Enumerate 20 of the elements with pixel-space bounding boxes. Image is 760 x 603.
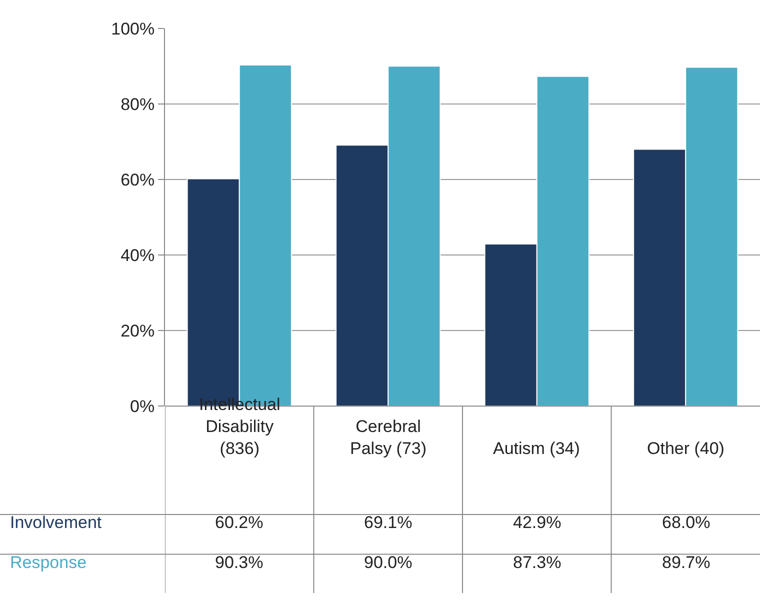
data-label: 68.0% — [662, 513, 710, 532]
x-tick-label: Autism (34) — [493, 439, 580, 458]
text: Response — [10, 553, 87, 572]
data-label: 90.0% — [364, 553, 412, 572]
y-tick-label: 0% — [130, 397, 155, 416]
data-label: 69.1% — [364, 513, 412, 532]
x-tick-label: Intellectual Disability (836) — [199, 395, 280, 458]
x-tick-label: Other (40) — [647, 439, 724, 458]
y-tick-label: 20% — [120, 321, 155, 340]
y-tick-label: 100% — [111, 19, 155, 38]
y-tick-label: 80% — [120, 94, 155, 114]
data-label: 90.3% — [215, 553, 264, 572]
y-tick-label: 60% — [120, 170, 155, 190]
data-label: 60.2% — [215, 513, 264, 532]
y-tick-label: 40% — [120, 246, 155, 265]
text: Involvement — [10, 513, 102, 532]
data-label: 87.3% — [513, 553, 562, 572]
x-tick-label: Cerebral Palsy (73) — [350, 417, 427, 458]
data-label: 42.9% — [513, 513, 562, 532]
data-label: 89.7% — [662, 553, 710, 572]
